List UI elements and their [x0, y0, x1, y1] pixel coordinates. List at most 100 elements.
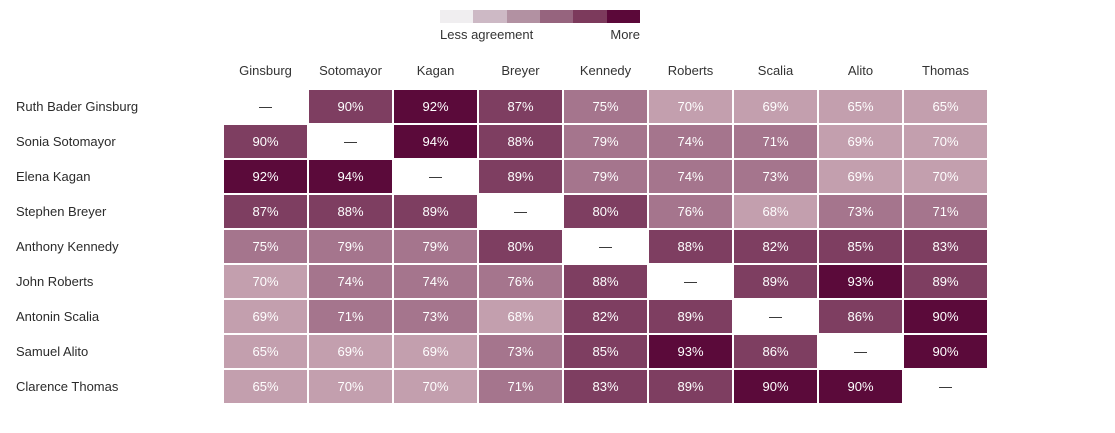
matrix-cell-scalia-kagan: 73% — [394, 300, 477, 333]
matrix-cell-scalia-roberts: 89% — [649, 300, 732, 333]
row-label-thomas: Clarence Thomas — [16, 379, 119, 394]
matrix-cell-ginsburg-sotomayor: 90% — [309, 90, 392, 123]
matrix-cell-scalia-sotomayor: 71% — [309, 300, 392, 333]
matrix-cell-roberts-kennedy: 88% — [564, 265, 647, 298]
matrix-cell-ginsburg-thomas: 65% — [904, 90, 987, 123]
matrix-cell-breyer-alito: 73% — [819, 195, 902, 228]
matrix-cell-thomas-breyer: 71% — [479, 370, 562, 403]
matrix-cell-kennedy-kagan: 79% — [394, 230, 477, 263]
matrix-cell-sotomayor-thomas: 70% — [904, 125, 987, 158]
matrix-cell-ginsburg-breyer: 87% — [479, 90, 562, 123]
matrix-cell-ginsburg-roberts: 70% — [649, 90, 732, 123]
matrix-cell-roberts-scalia: 89% — [734, 265, 817, 298]
matrix-cell-scalia-breyer: 68% — [479, 300, 562, 333]
agreement-matrix: Ginsburg Sotomayor Kagan Breyer Kennedy Rober… — [0, 55, 987, 403]
matrix-cell-scalia-kennedy: 82% — [564, 300, 647, 333]
matrix-cell-thomas-alito: 90% — [819, 370, 902, 403]
matrix-cell-kagan-sotomayor: 94% — [309, 160, 392, 193]
matrix-cell-alito-ginsburg: 65% — [224, 335, 307, 368]
matrix-cell-roberts-ginsburg: 70% — [224, 265, 307, 298]
matrix-cell-sotomayor-kennedy: 79% — [564, 125, 647, 158]
matrix-cell-breyer-scalia: 68% — [734, 195, 817, 228]
legend-more-label: More — [610, 27, 640, 42]
matrix-cell-roberts-thomas: 89% — [904, 265, 987, 298]
matrix-cell-breyer-kennedy: 80% — [564, 195, 647, 228]
column-header-alito: Alito — [847, 62, 874, 78]
matrix-cell-alito-alito: — — [819, 335, 902, 368]
matrix-cell-breyer-ginsburg: 87% — [224, 195, 307, 228]
row-label-ginsburg: Ruth Bader Ginsburg — [16, 99, 139, 114]
matrix-cell-sotomayor-ginsburg: 90% — [224, 125, 307, 158]
column-header-roberts: Roberts — [667, 62, 714, 78]
legend-less-label: Less agreement — [440, 27, 534, 42]
row-label-roberts: John Roberts — [16, 274, 94, 289]
matrix-cell-sotomayor-alito: 69% — [819, 125, 902, 158]
matrix-cell-kennedy-breyer: 80% — [479, 230, 562, 263]
legend-swatch-0 — [440, 10, 474, 23]
matrix-cell-alito-scalia: 86% — [734, 335, 817, 368]
matrix-cell-kagan-alito: 69% — [819, 160, 902, 193]
matrix-cell-ginsburg-scalia: 69% — [734, 90, 817, 123]
column-header-kennedy: Kennedy — [579, 62, 632, 78]
matrix-cell-kennedy-roberts: 88% — [649, 230, 732, 263]
matrix-cell-kagan-kennedy: 79% — [564, 160, 647, 193]
matrix-cell-kennedy-scalia: 82% — [734, 230, 817, 263]
matrix-cell-thomas-kennedy: 83% — [564, 370, 647, 403]
column-header-kagan: Kagan — [416, 62, 455, 78]
matrix-cell-roberts-roberts: — — [649, 265, 732, 298]
matrix-cell-thomas-kagan: 70% — [394, 370, 477, 403]
matrix-cell-kagan-scalia: 73% — [734, 160, 817, 193]
legend-swatch-2 — [506, 10, 540, 23]
matrix-cell-roberts-alito: 93% — [819, 265, 902, 298]
matrix-cell-sotomayor-kagan: 94% — [394, 125, 477, 158]
color-legend: Less agreement More — [440, 10, 640, 42]
matrix-cell-thomas-scalia: 90% — [734, 370, 817, 403]
matrix-cell-kagan-thomas: 70% — [904, 160, 987, 193]
matrix-cell-alito-kagan: 69% — [394, 335, 477, 368]
legend-swatch-4 — [573, 10, 607, 23]
matrix-cell-breyer-thomas: 71% — [904, 195, 987, 228]
matrix-cell-alito-roberts: 93% — [649, 335, 732, 368]
column-header-breyer: Breyer — [501, 62, 540, 78]
matrix-corner — [0, 55, 222, 88]
column-header-ginsburg: Ginsburg — [239, 62, 292, 78]
matrix-cell-breyer-kagan: 89% — [394, 195, 477, 228]
matrix-cell-kennedy-ginsburg: 75% — [224, 230, 307, 263]
matrix-cell-kagan-ginsburg: 92% — [224, 160, 307, 193]
matrix-cell-scalia-scalia: — — [734, 300, 817, 333]
row-label-kennedy: Anthony Kennedy — [16, 239, 119, 254]
matrix-cell-ginsburg-ginsburg: — — [224, 90, 307, 123]
matrix-cell-scalia-ginsburg: 69% — [224, 300, 307, 333]
matrix-cell-ginsburg-kagan: 92% — [394, 90, 477, 123]
matrix-cell-sotomayor-roberts: 74% — [649, 125, 732, 158]
matrix-cell-roberts-kagan: 74% — [394, 265, 477, 298]
row-label-kagan: Elena Kagan — [16, 169, 91, 184]
matrix-cell-alito-breyer: 73% — [479, 335, 562, 368]
matrix-cell-ginsburg-kennedy: 75% — [564, 90, 647, 123]
matrix-cell-breyer-breyer: — — [479, 195, 562, 228]
matrix-cell-kennedy-sotomayor: 79% — [309, 230, 392, 263]
row-label-breyer: Stephen Breyer — [16, 204, 107, 219]
matrix-cell-alito-kennedy: 85% — [564, 335, 647, 368]
matrix-cell-kennedy-alito: 85% — [819, 230, 902, 263]
row-label-alito: Samuel Alito — [16, 344, 89, 359]
matrix-cell-kennedy-thomas: 83% — [904, 230, 987, 263]
legend-swatch-3 — [539, 10, 574, 23]
row-label-scalia: Antonin Scalia — [16, 309, 100, 324]
legend-swatch-1 — [473, 10, 507, 23]
row-label-sotomayor: Sonia Sotomayor — [16, 134, 116, 149]
matrix-cell-scalia-thomas: 90% — [904, 300, 987, 333]
matrix-cell-sotomayor-scalia: 71% — [734, 125, 817, 158]
matrix-cell-breyer-sotomayor: 88% — [309, 195, 392, 228]
matrix-cell-thomas-sotomayor: 70% — [309, 370, 392, 403]
matrix-cell-sotomayor-breyer: 88% — [479, 125, 562, 158]
matrix-cell-roberts-breyer: 76% — [479, 265, 562, 298]
matrix-cell-thomas-roberts: 89% — [649, 370, 732, 403]
legend-swatch-5 — [606, 10, 640, 23]
column-header-sotomayor: Sotomayor — [319, 62, 382, 78]
legend-labels: Less agreement More — [440, 27, 640, 42]
matrix-cell-roberts-sotomayor: 74% — [309, 265, 392, 298]
matrix-cell-scalia-alito: 86% — [819, 300, 902, 333]
column-header-thomas: Thomas — [922, 62, 969, 78]
